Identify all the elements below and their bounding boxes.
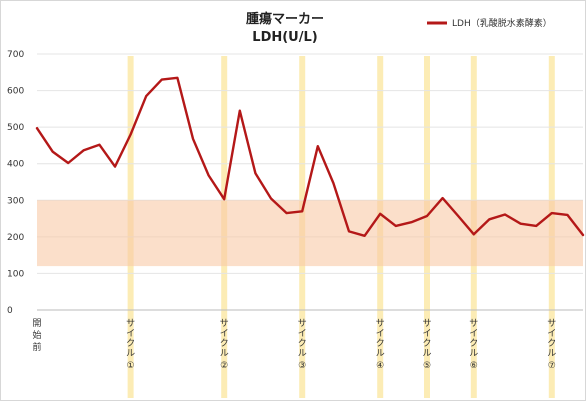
- data-point-5[interactable]: [113, 164, 118, 169]
- cycle-label-3-char-1: イ: [298, 329, 307, 339]
- legend-label: LDH（乳酸脱水素酵素）: [452, 17, 552, 29]
- cycle-number-2: ②: [220, 361, 228, 371]
- y-tick-label-600: 600: [7, 87, 24, 97]
- y-tick-label-300: 300: [7, 196, 24, 206]
- cycle-number-1: ①: [127, 361, 135, 371]
- data-point-17[interactable]: [300, 209, 305, 214]
- cycle-label-1-char-1: イ: [126, 329, 135, 339]
- data-point-3[interactable]: [81, 148, 86, 153]
- data-point-12[interactable]: [222, 197, 227, 202]
- cycle-label-7-char-1: イ: [547, 329, 556, 339]
- cycle-label-2-char-1: イ: [220, 329, 229, 339]
- y-tick-label-0: 0: [7, 306, 13, 316]
- legend[interactable]: LDH（乳酸脱水素酵素）: [427, 17, 552, 29]
- data-point-11[interactable]: [206, 173, 211, 178]
- data-point-14[interactable]: [253, 171, 258, 176]
- cycle-label-3-char-3: ル: [298, 349, 307, 359]
- data-point-7[interactable]: [144, 94, 149, 99]
- data-point-8[interactable]: [159, 77, 164, 82]
- y-tick-label-500: 500: [7, 123, 24, 133]
- data-point-28[interactable]: [471, 232, 476, 237]
- data-point-22[interactable]: [378, 211, 383, 216]
- start-label-char-2: 前: [32, 341, 41, 353]
- chart-subtitle: LDH(U/L): [252, 30, 317, 45]
- data-point-24[interactable]: [409, 220, 414, 225]
- cycle-label-4-char-2: ク: [376, 338, 385, 349]
- cycle-label-1-char-2: ク: [126, 338, 135, 349]
- cycle-label-5-char-1: イ: [422, 329, 431, 339]
- cycle-label-7-char-3: ル: [547, 349, 556, 359]
- cycle-label-1-char-0: サ: [126, 318, 135, 329]
- cycle-label-5-char-2: ク: [422, 338, 431, 349]
- y-tick-label-100: 100: [7, 269, 24, 279]
- cycle-label-2-char-2: ク: [220, 338, 229, 349]
- start-label-char-0: 開: [32, 318, 41, 329]
- cycle-number-4: ④: [376, 361, 384, 371]
- cycle-label-2-char-3: ル: [220, 349, 229, 359]
- data-point-21[interactable]: [362, 233, 367, 238]
- data-point-25[interactable]: [425, 214, 430, 219]
- data-point-27[interactable]: [456, 214, 461, 219]
- cycle-label-4-char-0: サ: [376, 318, 385, 329]
- cycle-number-7: ⑦: [548, 361, 556, 371]
- cycle-label-3-char-2: ク: [298, 338, 307, 349]
- cycle-label-5-char-3: ル: [422, 349, 431, 359]
- data-point-31[interactable]: [518, 221, 523, 226]
- cycle-label-7-char-0: サ: [547, 318, 556, 329]
- data-point-0[interactable]: [35, 126, 40, 131]
- start-label-char-1: 始: [32, 329, 41, 341]
- cycle-label-4-char-1: イ: [376, 329, 385, 339]
- cycle-number-5: ⑤: [423, 361, 431, 371]
- y-tick-label-200: 200: [7, 233, 24, 243]
- cycle-number-6: ⑥: [470, 361, 478, 371]
- chart-title: 腫瘍マーカー: [246, 11, 324, 27]
- data-point-34[interactable]: [565, 212, 570, 217]
- data-point-16[interactable]: [284, 211, 289, 216]
- y-tick-label-700: 700: [7, 50, 24, 60]
- data-point-19[interactable]: [331, 181, 336, 186]
- cycle-label-6-char-0: サ: [469, 318, 478, 329]
- cycle-number-3: ③: [298, 361, 306, 371]
- data-point-18[interactable]: [315, 144, 320, 149]
- data-point-30[interactable]: [503, 212, 508, 217]
- series-line-ldh: [35, 76, 585, 238]
- cycle-label-6-char-2: ク: [469, 338, 478, 349]
- data-point-20[interactable]: [347, 229, 352, 234]
- data-point-33[interactable]: [549, 211, 554, 216]
- data-point-13[interactable]: [237, 108, 242, 113]
- data-point-10[interactable]: [191, 136, 196, 141]
- cycle-label-6-char-1: イ: [469, 329, 478, 339]
- y-tick-label-400: 400: [7, 160, 24, 170]
- cycle-label-1-char-3: ル: [126, 349, 135, 359]
- cycle-label-6-char-3: ル: [469, 349, 478, 359]
- data-point-2[interactable]: [66, 160, 71, 165]
- reference-range-band: [37, 200, 583, 267]
- data-point-29[interactable]: [487, 217, 492, 222]
- cycle-label-2-char-0: サ: [220, 318, 229, 329]
- data-point-9[interactable]: [175, 75, 180, 80]
- data-point-23[interactable]: [393, 223, 398, 228]
- data-point-4[interactable]: [97, 142, 102, 147]
- cycle-label-5-char-0: サ: [422, 318, 431, 329]
- data-point-26[interactable]: [440, 196, 445, 201]
- cycle-label-3-char-0: サ: [298, 318, 307, 329]
- cycle-label-7-char-2: ク: [547, 338, 556, 349]
- cycle-label-4-char-3: ル: [376, 349, 385, 359]
- data-point-32[interactable]: [534, 223, 539, 228]
- data-point-15[interactable]: [269, 196, 274, 201]
- data-point-6[interactable]: [128, 132, 133, 137]
- data-point-1[interactable]: [50, 149, 55, 154]
